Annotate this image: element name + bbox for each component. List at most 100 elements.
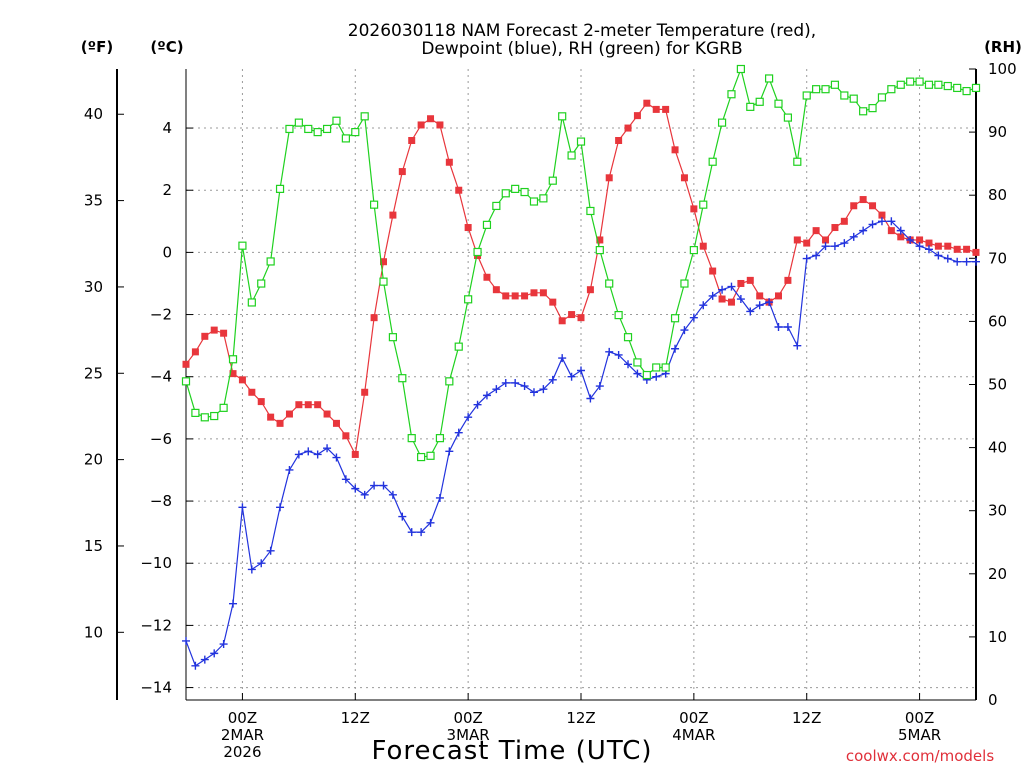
data-point xyxy=(332,419,340,427)
data-point xyxy=(793,236,801,244)
rh-tick-label: 10 xyxy=(988,628,1007,646)
data-point xyxy=(633,112,641,120)
data-point xyxy=(803,239,811,247)
data-point xyxy=(332,116,341,125)
data-point xyxy=(398,168,406,176)
data-point xyxy=(388,490,397,499)
data-point xyxy=(614,310,623,320)
data-point xyxy=(755,97,764,106)
data-point xyxy=(492,286,500,294)
data-point xyxy=(238,241,247,250)
data-point xyxy=(971,83,981,93)
data-point xyxy=(492,385,501,394)
x-tick-label: 12Z xyxy=(792,709,821,727)
series-line xyxy=(185,102,977,457)
data-point xyxy=(351,128,360,137)
data-point xyxy=(699,200,708,209)
data-point xyxy=(877,93,887,102)
data-point xyxy=(746,307,755,316)
data-point xyxy=(567,151,576,160)
data-point xyxy=(586,286,594,294)
data-point xyxy=(304,447,313,456)
data-point xyxy=(238,503,247,512)
series-layer xyxy=(181,64,981,670)
data-point xyxy=(577,314,585,322)
celsius-tick-label: 4 xyxy=(162,119,172,137)
rh-tick-label: 20 xyxy=(988,565,1007,583)
data-point xyxy=(342,432,350,440)
rh-tick-label: 80 xyxy=(988,186,1007,204)
data-point xyxy=(323,410,331,418)
data-point xyxy=(407,528,416,537)
data-point xyxy=(398,374,407,383)
data-point xyxy=(445,447,454,456)
x-tick-label: 12Z xyxy=(566,709,595,727)
data-point xyxy=(972,248,980,256)
x-tick-label: 12Z xyxy=(341,709,370,727)
data-point xyxy=(764,74,774,83)
data-point xyxy=(558,354,567,363)
data-point xyxy=(708,291,717,300)
data-point xyxy=(191,661,200,670)
data-point xyxy=(670,314,680,323)
data-point xyxy=(229,370,237,378)
data-point xyxy=(840,239,849,248)
fahrenheit-tick-label: 20 xyxy=(84,451,103,469)
data-point xyxy=(774,322,783,331)
data-point xyxy=(473,400,482,409)
series-dewpoint xyxy=(182,217,980,670)
data-point xyxy=(200,413,209,422)
data-point xyxy=(210,411,219,421)
x-tick-label: 5MAR xyxy=(898,726,941,744)
data-point xyxy=(549,298,557,306)
data-point xyxy=(360,112,369,121)
data-point xyxy=(417,452,426,462)
data-point xyxy=(737,279,745,287)
data-point xyxy=(849,94,858,103)
data-point xyxy=(972,257,980,266)
data-point xyxy=(361,388,369,396)
data-point xyxy=(718,285,727,294)
fahrenheit-tick-label: 35 xyxy=(84,192,103,210)
data-point xyxy=(370,314,378,322)
data-point xyxy=(220,329,228,337)
data-point xyxy=(605,174,613,182)
data-point xyxy=(492,201,501,211)
data-point xyxy=(285,465,294,474)
data-point xyxy=(426,518,435,527)
data-point xyxy=(924,245,933,254)
celsius-tick-label: −2 xyxy=(150,306,172,324)
data-point xyxy=(746,102,755,111)
data-point xyxy=(520,187,529,197)
celsius-tick-label: −6 xyxy=(150,430,172,448)
data-point xyxy=(408,136,416,144)
data-point xyxy=(962,257,971,266)
data-point xyxy=(755,301,764,310)
data-point xyxy=(605,347,614,356)
data-point xyxy=(304,401,312,409)
data-point xyxy=(896,226,905,235)
data-point xyxy=(868,220,877,229)
fahrenheit-tick-label: 40 xyxy=(84,105,103,123)
data-point xyxy=(379,277,388,286)
data-point xyxy=(633,369,642,378)
data-point xyxy=(482,391,491,400)
data-point xyxy=(417,121,425,129)
data-point xyxy=(285,410,293,418)
data-point xyxy=(304,124,313,134)
x-tick-label: 4MAR xyxy=(672,726,715,744)
data-point xyxy=(934,251,943,260)
data-point xyxy=(482,220,492,229)
celsius-tick-label: −12 xyxy=(140,616,172,634)
data-point xyxy=(775,292,782,300)
data-point xyxy=(341,475,350,484)
data-point xyxy=(671,146,679,154)
data-point xyxy=(662,105,670,113)
data-point xyxy=(812,227,820,235)
data-point xyxy=(360,490,369,499)
data-point xyxy=(756,292,764,300)
data-point xyxy=(916,236,924,244)
data-point xyxy=(219,403,228,412)
data-point xyxy=(351,450,359,458)
data-point xyxy=(267,413,275,421)
